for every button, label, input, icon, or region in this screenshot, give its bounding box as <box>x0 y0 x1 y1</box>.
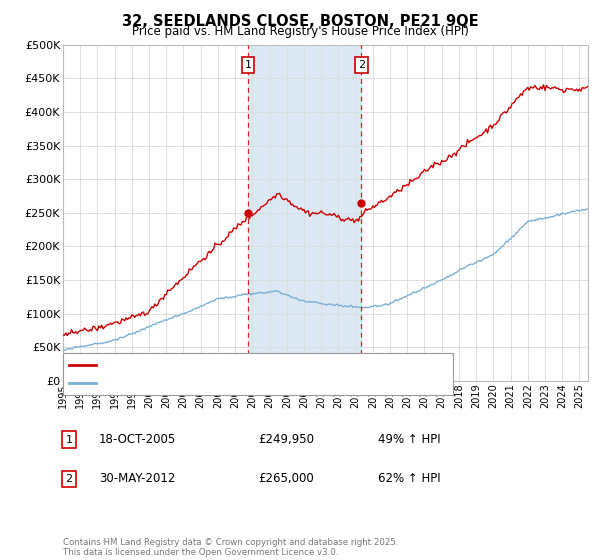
Text: Price paid vs. HM Land Registry's House Price Index (HPI): Price paid vs. HM Land Registry's House … <box>131 25 469 38</box>
Bar <box>248 45 361 381</box>
Text: 49% ↑ HPI: 49% ↑ HPI <box>378 433 440 446</box>
Text: 32, SEEDLANDS CLOSE, BOSTON, PE21 9QE: 32, SEEDLANDS CLOSE, BOSTON, PE21 9QE <box>122 14 478 29</box>
Text: 62% ↑ HPI: 62% ↑ HPI <box>378 472 440 486</box>
Text: 30-MAY-2012: 30-MAY-2012 <box>99 472 175 486</box>
Text: £249,950: £249,950 <box>258 433 314 446</box>
Text: 2: 2 <box>65 474 73 484</box>
Text: 1: 1 <box>65 435 73 445</box>
Text: 1: 1 <box>245 60 251 70</box>
Text: Contains HM Land Registry data © Crown copyright and database right 2025.
This d: Contains HM Land Registry data © Crown c… <box>63 538 398 557</box>
Text: £265,000: £265,000 <box>258 472 314 486</box>
Text: 2: 2 <box>358 60 365 70</box>
Text: 32, SEEDLANDS CLOSE, BOSTON, PE21 9QE (detached house): 32, SEEDLANDS CLOSE, BOSTON, PE21 9QE (d… <box>102 360 425 370</box>
Text: 18-OCT-2005: 18-OCT-2005 <box>99 433 176 446</box>
Text: HPI: Average price, detached house, Boston: HPI: Average price, detached house, Bost… <box>102 378 331 388</box>
